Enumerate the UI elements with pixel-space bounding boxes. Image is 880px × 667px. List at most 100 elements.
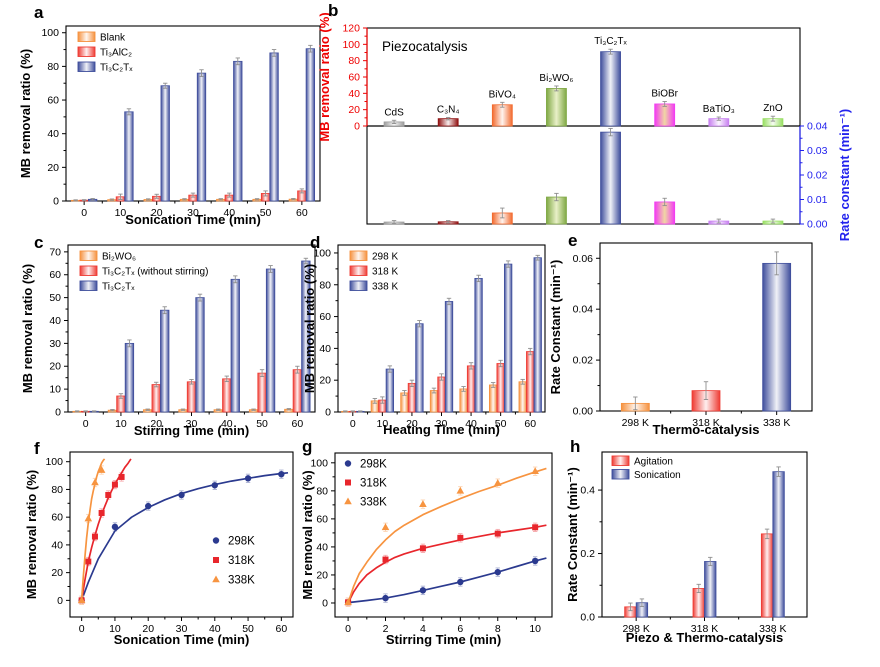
bar [385, 368, 395, 413]
x-tick-label: 10 [377, 418, 389, 430]
legend-label: 298K [228, 536, 255, 548]
y-tick-label: 100 [45, 456, 63, 468]
x-tick-label: 50 [256, 418, 268, 430]
bar [600, 131, 621, 225]
data-point [91, 533, 98, 540]
bar [444, 301, 454, 413]
data-point [457, 578, 464, 586]
axis-title: Rate Constant (min⁻¹) [548, 260, 563, 395]
y-tick-label: 40 [348, 88, 360, 100]
y-tick-label: 0 [57, 595, 63, 607]
legend-swatch [77, 46, 96, 57]
y-tick-label: 0.01 [807, 194, 828, 206]
bar [124, 342, 135, 413]
x-tick-label: 40 [223, 207, 235, 219]
y-tick-label: 80 [47, 61, 59, 73]
legend-swatch [77, 31, 96, 42]
bar [257, 372, 267, 413]
y-tick-label: 50 [49, 292, 61, 304]
y-tick-label: 20 [47, 162, 59, 174]
fit-curve [80, 458, 106, 601]
axis-title: MB removal ratio (%) [24, 470, 39, 599]
panel-c: 0 10 20 30 40 50 60 70 0 10 20 30 40 50 60 Stirring Tim… [20, 244, 316, 438]
data-point [344, 497, 352, 505]
category-label: BaTiO₃ [703, 104, 735, 115]
y-tick-label: 80 [316, 485, 328, 497]
y-tick-label: 0.0 [580, 612, 595, 624]
x-tick-label: 10 [109, 623, 121, 635]
y-tick-label: 60 [316, 513, 328, 525]
axis-title: Stirring Time (min) [134, 423, 249, 438]
bar [124, 111, 134, 202]
bar [760, 533, 774, 618]
fit-curve [80, 458, 132, 601]
y-tick-label: 100 [41, 27, 59, 39]
x-tick-label: 10 [115, 207, 127, 219]
y-tick-label: 0.04 [807, 121, 828, 133]
bar [292, 369, 303, 413]
data-point [419, 545, 426, 552]
fit-curve [347, 524, 547, 604]
bar [196, 72, 207, 202]
x-tick-label: 298 K [622, 623, 649, 635]
y-tick-label: 0 [55, 407, 61, 419]
data-point [213, 557, 219, 563]
x-tick-label: 50 [495, 418, 507, 430]
plot-frame [334, 452, 553, 618]
data-point [118, 473, 125, 480]
axis-title: MB removal ratio (%) [317, 12, 332, 141]
data-point [97, 466, 106, 473]
bar [533, 257, 542, 413]
bar [654, 103, 676, 127]
x-tick-label: 40 [221, 418, 233, 430]
y-tick-label: 0.04 [573, 304, 594, 316]
x-tick-label: 8 [495, 623, 501, 635]
bar [151, 384, 161, 413]
data-point [531, 467, 539, 475]
category-label: ZnO [763, 103, 783, 114]
y-tick-label: 0.4 [580, 485, 595, 497]
bar [488, 384, 498, 413]
legend-swatch [77, 61, 96, 72]
data-point [244, 475, 252, 482]
panel-label-d: d [310, 233, 321, 252]
data-point [419, 587, 427, 594]
bar [186, 381, 197, 413]
bar [437, 376, 446, 413]
legend-label: 298 K [372, 252, 398, 263]
x-tick-label: 60 [524, 418, 536, 430]
data-point [531, 557, 539, 565]
panel-g: 0 20 40 60 80 100 0 2 4 6 8 10 Stirring Time (min) MB… [300, 452, 553, 647]
y-tick-label: 10 [49, 384, 61, 396]
y-tick-label: 120 [342, 23, 360, 35]
legend-label: 298K [360, 459, 387, 471]
x-tick-label: 40 [209, 623, 221, 635]
bar [503, 263, 513, 413]
legend-label: Ti₃AlC₂ [100, 48, 132, 59]
y-tick-label: 0.02 [807, 170, 828, 182]
bar [600, 51, 621, 127]
x-tick-label: 30 [187, 207, 199, 219]
data-point [211, 482, 218, 489]
legend-swatch [79, 265, 98, 276]
legend-label: Blank [100, 33, 126, 44]
bar [415, 323, 424, 413]
y-tick-label: 60 [51, 512, 63, 524]
y-tick-label: 80 [348, 55, 360, 67]
y-tick-label: 80 [51, 484, 63, 496]
bar [496, 363, 505, 413]
data-point [494, 568, 501, 576]
y-tick-label: 20 [51, 567, 63, 579]
x-tick-label: 0 [81, 207, 87, 219]
bar [546, 88, 567, 127]
category-label: BiVO₄ [489, 89, 516, 100]
y-tick-label: 80 [319, 279, 331, 291]
legend-swatch [611, 469, 630, 480]
y-tick-label: 0 [354, 121, 360, 133]
x-tick-label: 2 [383, 623, 389, 635]
legend-label: Agitation [634, 457, 673, 468]
data-point [493, 479, 502, 486]
legend-swatch [611, 455, 630, 466]
legend-label: 338K [228, 575, 255, 587]
data-point [344, 598, 352, 606]
